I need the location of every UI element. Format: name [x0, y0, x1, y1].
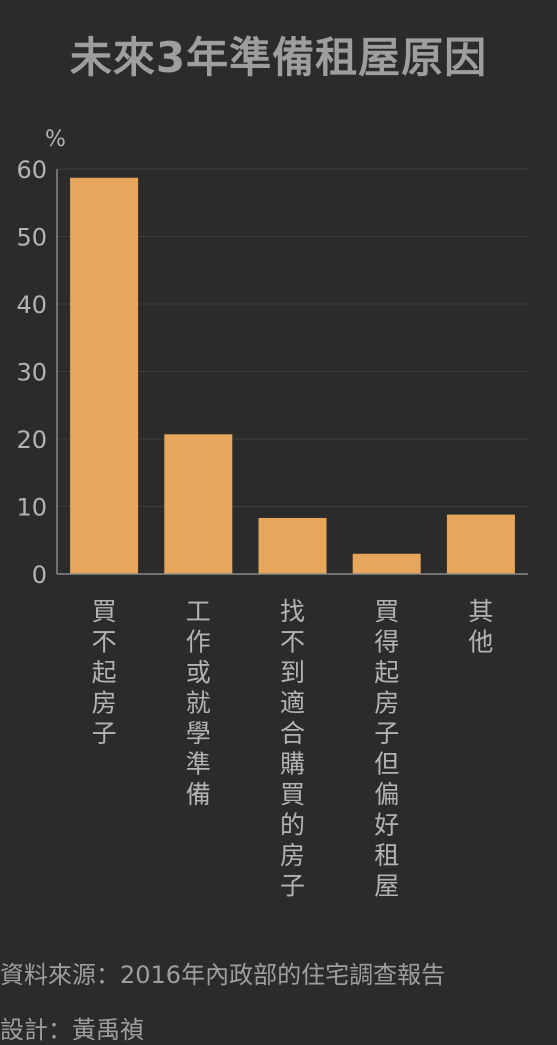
axes	[56, 169, 528, 575]
x-category-label-4: 買得起房子但偏好租屋	[374, 597, 399, 901]
x-category-label-1: 買不起房子	[92, 597, 117, 748]
bar-chart: % 0 10 20 30 40 50 60 買不起房子 工作或就學準備 找不到適合購買的房子 買得起房…	[16, 127, 528, 901]
x-category-label-3: 找不到適合購買的房子	[280, 597, 305, 901]
y-tick-label-50: 50	[16, 224, 47, 252]
bar-5	[446, 514, 515, 574]
bar-4	[352, 553, 421, 574]
y-tick-label-0: 0	[32, 561, 47, 589]
chart-title: 未來3年準備租屋原因	[69, 33, 488, 82]
x-category-label-5: 其他	[468, 597, 493, 657]
bar-1	[70, 177, 139, 574]
bar-2	[164, 434, 233, 574]
source-note: 資料來源：2016年內政部的住宅調查報告	[0, 961, 446, 989]
y-axis-unit-label: %	[45, 127, 66, 152]
labels: % 0 10 20 30 40 50 60 買不起房子 工作或就學準備 找不到適合購買的房子 買得起房…	[16, 127, 493, 901]
y-tick-label-30: 30	[16, 359, 47, 387]
y-tick-label-60: 60	[16, 156, 47, 184]
y-tick-label-20: 20	[16, 426, 47, 454]
y-tick-label-40: 40	[16, 291, 47, 319]
y-tick-label-10: 10	[16, 494, 47, 522]
designer-credit: 設計：黃禹禎	[0, 1016, 144, 1044]
bar-3	[258, 517, 327, 574]
x-category-label-2: 工作或就學準備	[186, 597, 211, 809]
bars	[70, 177, 515, 574]
